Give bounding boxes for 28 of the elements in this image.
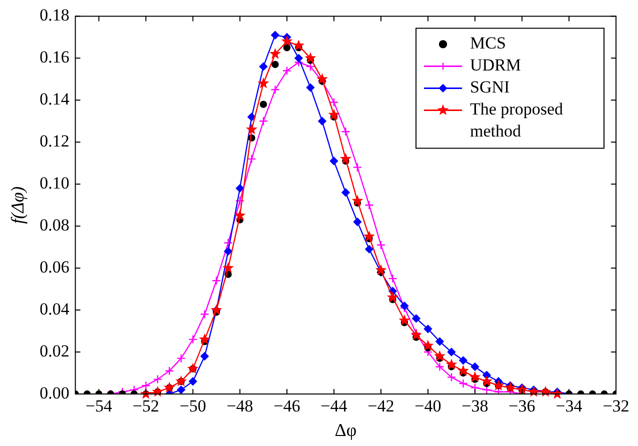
x-tick-label: −36 — [508, 396, 536, 416]
x-tick-label: −42 — [368, 396, 394, 416]
x-tick-label: −34 — [556, 396, 583, 416]
x-tick-label: −46 — [274, 396, 300, 416]
y-tick-label: 0.06 — [40, 258, 70, 277]
x-tick-label: −40 — [414, 396, 442, 416]
y-tick-label: 0.00 — [40, 383, 70, 402]
y-axis-title: f(Δφ) — [8, 186, 28, 224]
x-axis-title: Δφ — [334, 420, 357, 440]
x-tick-label: −50 — [180, 396, 206, 416]
y-tick-label: 0.10 — [40, 174, 70, 193]
y-tick-label: 0.14 — [40, 90, 70, 109]
legend-label: SGNI — [470, 78, 510, 97]
legend-label: MCS — [470, 34, 506, 53]
x-tick-label: −44 — [320, 396, 348, 416]
x-tick-label: −32 — [602, 396, 630, 416]
y-tick-label: 0.12 — [40, 132, 70, 151]
y-tick-label: 0.08 — [40, 216, 70, 235]
legend-label: UDRM — [470, 56, 522, 75]
x-tick-label: −52 — [132, 396, 160, 416]
y-tick-label: 0.04 — [40, 300, 70, 319]
x-tick-label: −54 — [86, 396, 113, 416]
legend-label: The proposed method — [470, 100, 564, 141]
x-tick-label: −48 — [226, 396, 254, 416]
y-tick-label: 0.16 — [40, 48, 70, 67]
y-tick-label: 0.18 — [40, 6, 70, 25]
x-tick-label: −38 — [462, 396, 488, 416]
y-tick-label: 0.02 — [40, 341, 70, 360]
